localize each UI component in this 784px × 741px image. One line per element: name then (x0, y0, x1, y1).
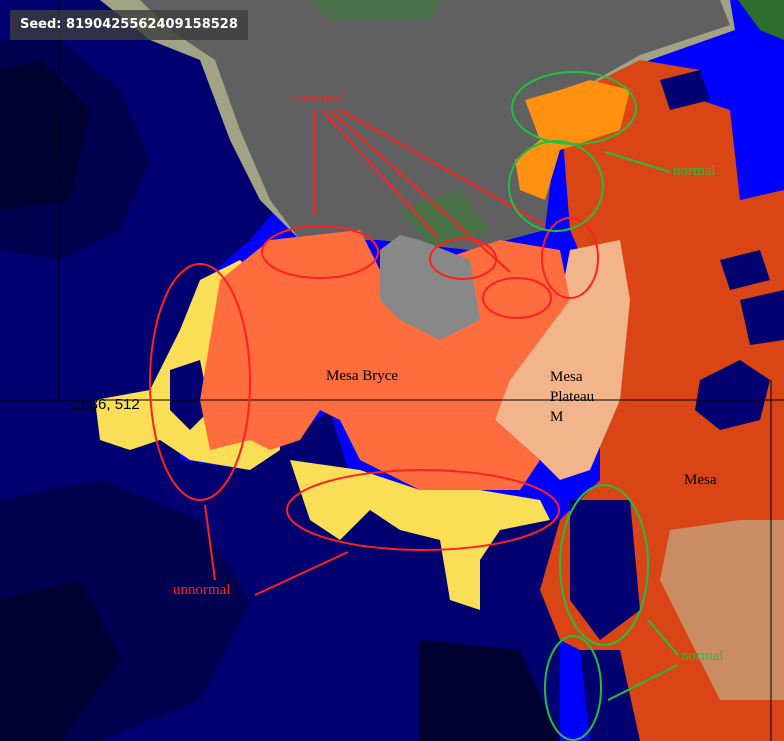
beach-region (290, 460, 550, 610)
orange-patch (515, 80, 630, 200)
red-arrow-line (321, 109, 439, 239)
green-circle (544, 635, 602, 741)
green-arrow-line (607, 664, 679, 701)
red-arrow-line (339, 109, 546, 226)
ocean-lake (570, 500, 640, 640)
mesa-plateau-m-region (495, 240, 630, 480)
red-arrow-line (329, 109, 511, 273)
forest-region (738, 0, 784, 40)
biome-label-mesa: Mesa (684, 472, 717, 488)
label-line: Plateau (550, 389, 595, 405)
red-circle (261, 225, 379, 279)
green-arrow-line (647, 619, 679, 656)
red-arrow-line (254, 551, 349, 596)
red-circle (149, 263, 251, 501)
mesa-plateau-region (660, 520, 784, 700)
annotation-normal-bottom: normal (681, 648, 724, 664)
label-line: Mesa (550, 369, 583, 385)
ocean-lake (660, 70, 710, 110)
ocean-inlet (170, 360, 210, 430)
red-circle (482, 277, 552, 319)
extreme-hills-region (140, 0, 730, 250)
ocean-lake (695, 360, 770, 430)
deep-ocean-region (0, 580, 120, 741)
biome-label-mesa-bryce: Mesa Bryce (326, 368, 399, 384)
red-circle (541, 217, 599, 299)
annotation-unnormal-top: unnormal (288, 90, 346, 106)
green-circle (508, 140, 604, 232)
red-annotations (149, 109, 599, 596)
biome-label-mesa-plateau-m: Mesa Plateau M (550, 367, 594, 427)
deep-ocean-region (0, 60, 90, 210)
deep-ocean-region (420, 640, 560, 741)
green-arrow-line (604, 151, 671, 173)
seed-label: Seed: 8190425562409158528 (10, 10, 248, 40)
annotation-normal-top: normal (673, 163, 716, 179)
red-arrow-line (204, 504, 216, 581)
red-circle (286, 469, 560, 551)
green-circle (559, 484, 649, 646)
ocean-lake (740, 290, 784, 345)
forest-hills-region (310, 0, 440, 20)
annotation-unnormal-bottom: unnormal (173, 582, 231, 598)
ocean-lake (720, 250, 770, 290)
cursor-coordinate: -1536, 512 (68, 396, 140, 413)
mesa-bryce-region (200, 230, 570, 490)
label-line: M (550, 409, 564, 425)
gravel-hills-region (380, 235, 480, 340)
green-annotations (508, 71, 679, 741)
